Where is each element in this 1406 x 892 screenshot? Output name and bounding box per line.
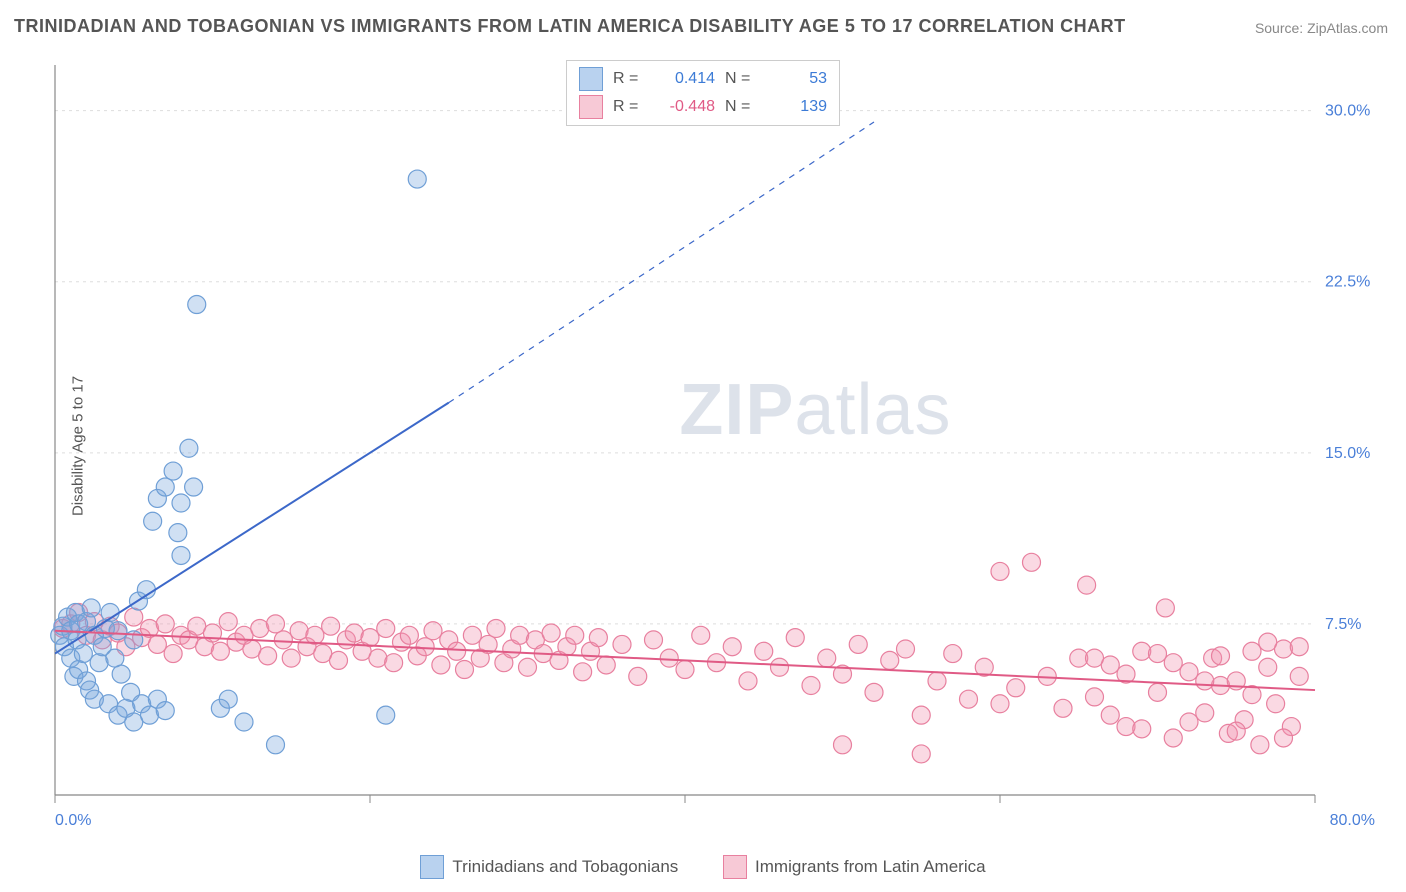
source-label: Source: ZipAtlas.com <box>1255 20 1388 36</box>
r-value-1: 0.414 <box>655 70 715 88</box>
legend-item-1: Trinidadians and Tobagonians <box>420 855 678 879</box>
n-value-2: 139 <box>767 98 827 116</box>
r-value-2: -0.448 <box>655 98 715 116</box>
svg-text:15.0%: 15.0% <box>1325 445 1370 462</box>
svg-text:80.0%: 80.0% <box>1330 812 1375 829</box>
legend-label-2: Immigrants from Latin America <box>755 857 986 877</box>
r-label: R = <box>613 98 645 116</box>
legend-row-series-2: R = -0.448 N = 139 <box>575 93 831 121</box>
legend-item-2: Immigrants from Latin America <box>723 855 986 879</box>
legend-bottom-swatch-1 <box>420 855 444 879</box>
n-label: N = <box>725 98 757 116</box>
legend-swatch-2 <box>579 95 603 119</box>
n-label: N = <box>725 70 757 88</box>
correlation-legend: R = 0.414 N = 53 R = -0.448 N = 139 <box>566 60 840 126</box>
legend-row-series-1: R = 0.414 N = 53 <box>575 65 831 93</box>
chart-container: TRINIDADIAN AND TOBAGONIAN VS IMMIGRANTS… <box>0 0 1406 892</box>
svg-text:30.0%: 30.0% <box>1325 103 1370 120</box>
source-link[interactable]: ZipAtlas.com <box>1307 20 1388 36</box>
n-value-1: 53 <box>767 70 827 88</box>
svg-text:0.0%: 0.0% <box>55 812 91 829</box>
series-legend: Trinidadians and Tobagonians Immigrants … <box>0 855 1406 884</box>
svg-text:22.5%: 22.5% <box>1325 274 1370 291</box>
chart-title: TRINIDADIAN AND TOBAGONIAN VS IMMIGRANTS… <box>14 16 1126 37</box>
plot-area: 7.5% 15.0% 22.5% 30.0% 0.0% 80.0% <box>45 55 1385 835</box>
chart-svg: 7.5% 15.0% 22.5% 30.0% 0.0% 80.0% <box>45 55 1385 835</box>
r-label: R = <box>613 70 645 88</box>
source-prefix: Source: <box>1255 20 1307 36</box>
legend-bottom-swatch-2 <box>723 855 747 879</box>
svg-text:7.5%: 7.5% <box>1325 616 1361 633</box>
legend-label-1: Trinidadians and Tobagonians <box>452 857 678 877</box>
legend-swatch-1 <box>579 67 603 91</box>
